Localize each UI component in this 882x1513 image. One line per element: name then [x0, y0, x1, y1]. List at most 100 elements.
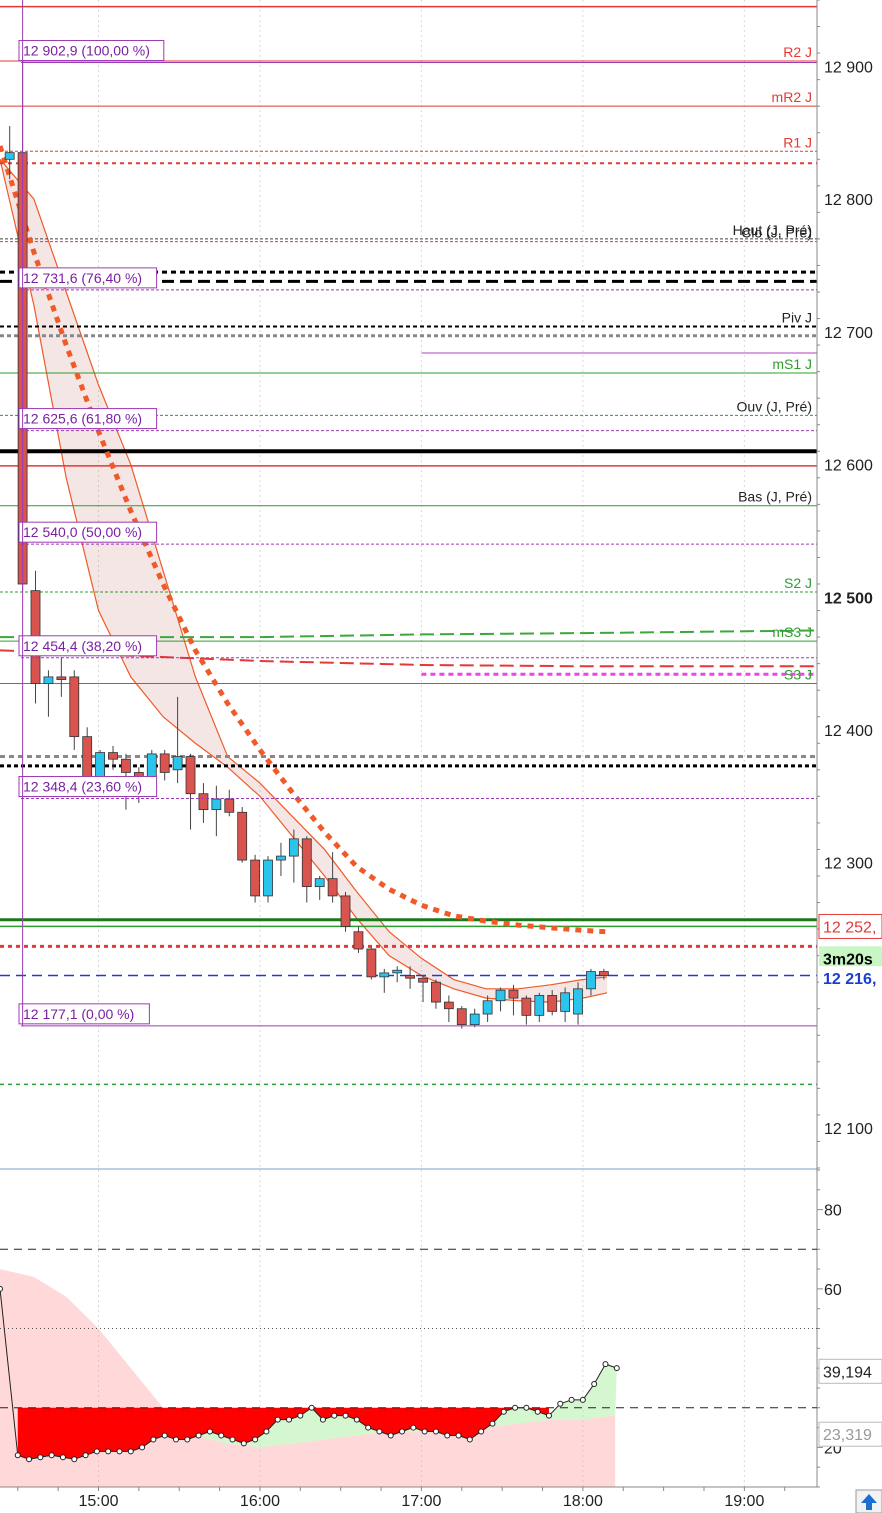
- candle-body[interactable]: [598, 971, 609, 976]
- candle-body[interactable]: [327, 878, 338, 897]
- fib-label-box[interactable]: [18, 40, 165, 62]
- candle-body[interactable]: [108, 752, 118, 760]
- osc-point: [534, 1408, 541, 1415]
- candle-body[interactable]: [482, 1000, 493, 1015]
- candle-body[interactable]: [379, 972, 390, 978]
- candle-body[interactable]: [288, 838, 299, 857]
- osc-point: [331, 1412, 338, 1419]
- candle-body[interactable]: [172, 756, 183, 771]
- osc-point: [545, 1412, 552, 1419]
- candle-body[interactable]: [301, 838, 312, 888]
- candle-body[interactable]: [224, 798, 235, 813]
- osc-point: [37, 1454, 44, 1461]
- candle-body[interactable]: [560, 992, 571, 1012]
- level-label: S3 J: [784, 667, 812, 683]
- osc-point: [14, 1452, 21, 1459]
- candle-body[interactable]: [405, 975, 416, 979]
- candle-body[interactable]: [121, 758, 131, 773]
- candle-body[interactable]: [586, 971, 596, 990]
- candle-body[interactable]: [198, 793, 209, 811]
- fib-label-box[interactable]: [18, 1003, 150, 1025]
- current-price-badge-text: 12 216,: [823, 971, 876, 988]
- candle-body[interactable]: [159, 753, 170, 773]
- fib-label-box[interactable]: [18, 775, 158, 797]
- price-tick-label: 12 400: [824, 723, 873, 740]
- level-label: R2 J: [783, 44, 812, 60]
- candle-body[interactable]: [392, 969, 403, 974]
- osc-point: [274, 1416, 281, 1423]
- candle-body[interactable]: [340, 895, 351, 927]
- candle-body[interactable]: [443, 1001, 454, 1010]
- fib-label-box[interactable]: [18, 521, 158, 543]
- candle-body[interactable]: [82, 736, 93, 777]
- osc-point: [116, 1448, 123, 1455]
- fibonacci-retracement[interactable]: 12 902,9 (100,00 %) 12 731,6 (76,40 %) 12 …: [18, 0, 817, 1027]
- candle-body[interactable]: [366, 948, 377, 978]
- candle-body[interactable]: [495, 989, 506, 1002]
- candle-body[interactable]: [56, 676, 67, 680]
- fib-label-box[interactable]: [18, 635, 158, 657]
- candle-body[interactable]: [185, 756, 196, 795]
- candle-body[interactable]: [353, 931, 364, 950]
- candle-body[interactable]: [314, 878, 325, 888]
- bollinger-upper-line: [0, 158, 608, 990]
- candle-body[interactable]: [211, 798, 222, 811]
- red-dotted-ma: [0, 145, 608, 935]
- arrow-up-icon: [861, 1494, 877, 1510]
- osc-point: [161, 1432, 168, 1439]
- osc-point: [489, 1420, 496, 1427]
- candle-body[interactable]: [418, 977, 428, 983]
- last-price-badge-text: 12 252,: [823, 919, 876, 936]
- candle-body[interactable]: [43, 676, 54, 684]
- time-axis[interactable]: 15:00 16:00 17:00 18:00 19:00: [0, 1486, 817, 1510]
- osc-point: [240, 1440, 247, 1447]
- price-tick-label: 12 900: [824, 59, 873, 76]
- osc-value-badge-text: 39,194: [823, 1364, 872, 1381]
- candle-body[interactable]: [547, 995, 558, 1012]
- osc-point: [150, 1436, 157, 1443]
- candle-body[interactable]: [263, 859, 273, 897]
- candle-body[interactable]: [469, 1013, 480, 1026]
- osc-point: [48, 1452, 55, 1459]
- fib-label: 12 177,1 (0,00 %): [23, 1006, 134, 1022]
- candle-body[interactable]: [237, 811, 248, 861]
- candle-body[interactable]: [431, 981, 441, 1003]
- level-label: S2 J: [784, 575, 812, 591]
- level-label: mR2 J: [772, 89, 812, 105]
- candle-body[interactable]: [573, 988, 583, 1015]
- candle-body[interactable]: [250, 859, 261, 897]
- price-axis[interactable]: 12 900 12 800 12 700 12 600 12 500 12 400 12 3…: [816, 0, 873, 1487]
- candle-body[interactable]: [534, 995, 545, 1016]
- candle-body[interactable]: [521, 997, 532, 1016]
- time-tick-label: 16:00: [240, 1493, 280, 1510]
- fib-label-box[interactable]: [18, 408, 158, 430]
- osc-point: [297, 1412, 304, 1419]
- osc-tick-label: 60: [824, 1282, 842, 1299]
- scroll-to-latest-button[interactable]: [855, 1489, 882, 1513]
- last-price-badge: [818, 913, 882, 939]
- candle-body[interactable]: [69, 676, 80, 738]
- candle-body[interactable]: [95, 752, 106, 777]
- time-tick-label: 19:00: [724, 1493, 764, 1510]
- osc-point: [82, 1452, 89, 1459]
- osc-point: [286, 1416, 293, 1423]
- level-label: Bas (J, Pré): [738, 489, 812, 505]
- candle-body[interactable]: [276, 855, 286, 861]
- candle-body[interactable]: [456, 1008, 467, 1026]
- osc-tick-label: 80: [824, 1203, 842, 1220]
- fib-label: 12 540,0 (50,00 %): [23, 524, 142, 540]
- osc-point: [195, 1432, 202, 1439]
- candle-body[interactable]: [146, 753, 157, 777]
- countdown-badge-text: 3m20s: [823, 951, 873, 968]
- candle-body[interactable]: [508, 989, 519, 999]
- osc-point: [523, 1404, 530, 1411]
- osc-point: [342, 1412, 349, 1419]
- candle-body[interactable]: [4, 152, 15, 160]
- osc-point: [26, 1456, 33, 1463]
- osc-point: [93, 1448, 100, 1455]
- fib-label-box[interactable]: [18, 267, 158, 289]
- osc-signal-badge-text: 23,319: [823, 1427, 872, 1444]
- osc-point: [591, 1380, 598, 1387]
